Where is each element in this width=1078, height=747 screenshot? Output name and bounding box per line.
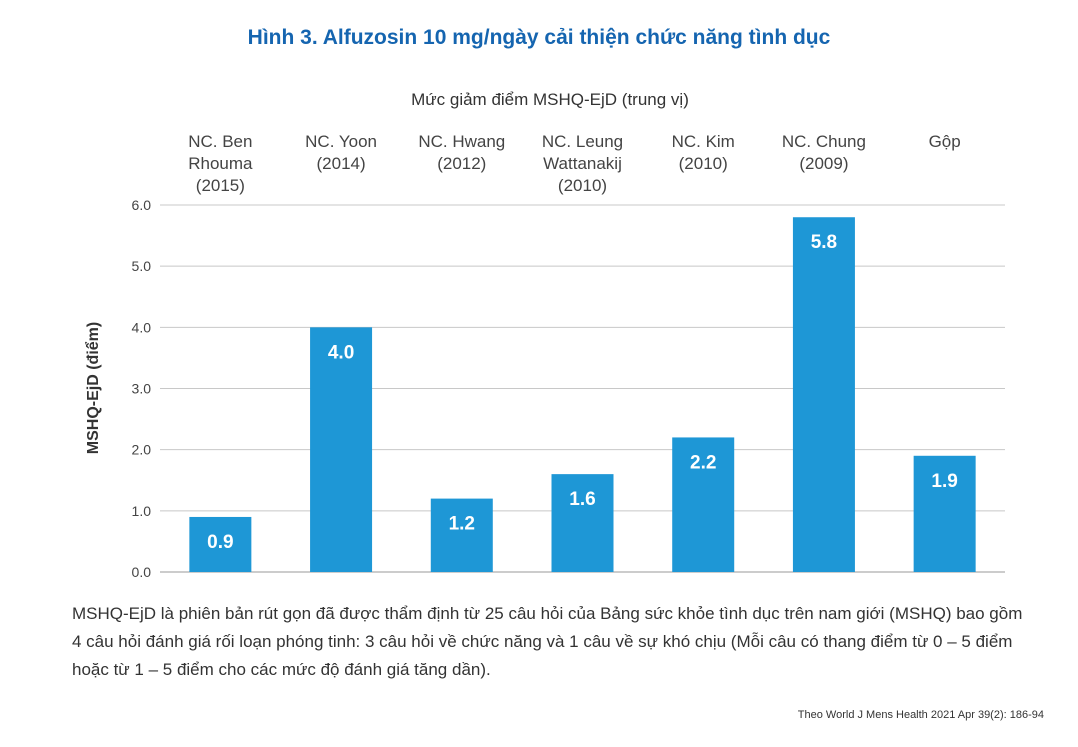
y-axis-ticks: 0.0 1.0 2.0 3.0 4.0 5.0 6.0 [132, 197, 152, 580]
bars [189, 217, 976, 572]
chart-title: Hình 3. Alfuzosin 10 mg/ngày cải thiện c… [247, 26, 831, 49]
chart-subtitle: Mức giảm điểm MSHQ-EjD (trung vị) [411, 90, 689, 109]
y-tick-label: 3.0 [132, 381, 152, 397]
category-label: NC. Leung Wattanakij (2010) [542, 132, 623, 195]
bar [310, 327, 373, 572]
bar [672, 437, 735, 572]
bar-value-label: 1.6 [569, 489, 595, 510]
category-label: NC. Hwang (2012) [418, 132, 505, 173]
y-tick-label: 5.0 [132, 258, 152, 274]
y-axis-label: MSHQ-EjD (điểm) [84, 322, 102, 454]
y-tick-label: 2.0 [132, 442, 152, 458]
caption: MSHQ-EjD là phiên bản rút gọn đã được th… [72, 604, 1023, 679]
bar-value-label: 5.8 [811, 232, 837, 253]
y-tick-label: 1.0 [132, 503, 152, 519]
bar [913, 455, 976, 572]
bar [189, 516, 252, 572]
category-label: NC. Ben Rhouma (2015) [188, 132, 253, 195]
bar-value-label: 2.2 [690, 452, 716, 473]
category-label: NC. Kim (2010) [672, 132, 735, 173]
value-labels: 0.9 4.0 1.2 1.6 2.2 5.8 1.9 [207, 232, 958, 553]
bar-value-label: 1.2 [449, 514, 475, 535]
bar [551, 474, 614, 572]
bar-value-label: 4.0 [328, 342, 354, 363]
y-tick-label: 6.0 [132, 197, 152, 213]
category-label: NC. Chung (2009) [782, 132, 866, 173]
category-label: Gộp [929, 132, 961, 151]
bar [430, 498, 493, 572]
source-citation: Theo World J Mens Health 2021 Apr 39(2):… [797, 709, 1044, 721]
bar-chart: 0.0 1.0 2.0 3.0 4.0 5.0 6.0 0.9 4.0 1.2 1.6 2.2 5.8… [84, 132, 1005, 580]
bar [792, 217, 855, 572]
bar-value-label: 1.9 [931, 471, 957, 492]
bar-value-label: 0.9 [207, 532, 233, 553]
category-label: NC. Yoon (2014) [305, 132, 377, 173]
category-labels: NC. Ben Rhouma (2015) NC. Yoon (2014) NC. Hwa… [188, 132, 960, 195]
y-tick-label: 4.0 [132, 319, 152, 335]
gridlines [160, 204, 1005, 573]
y-tick-label: 0.0 [132, 564, 152, 580]
